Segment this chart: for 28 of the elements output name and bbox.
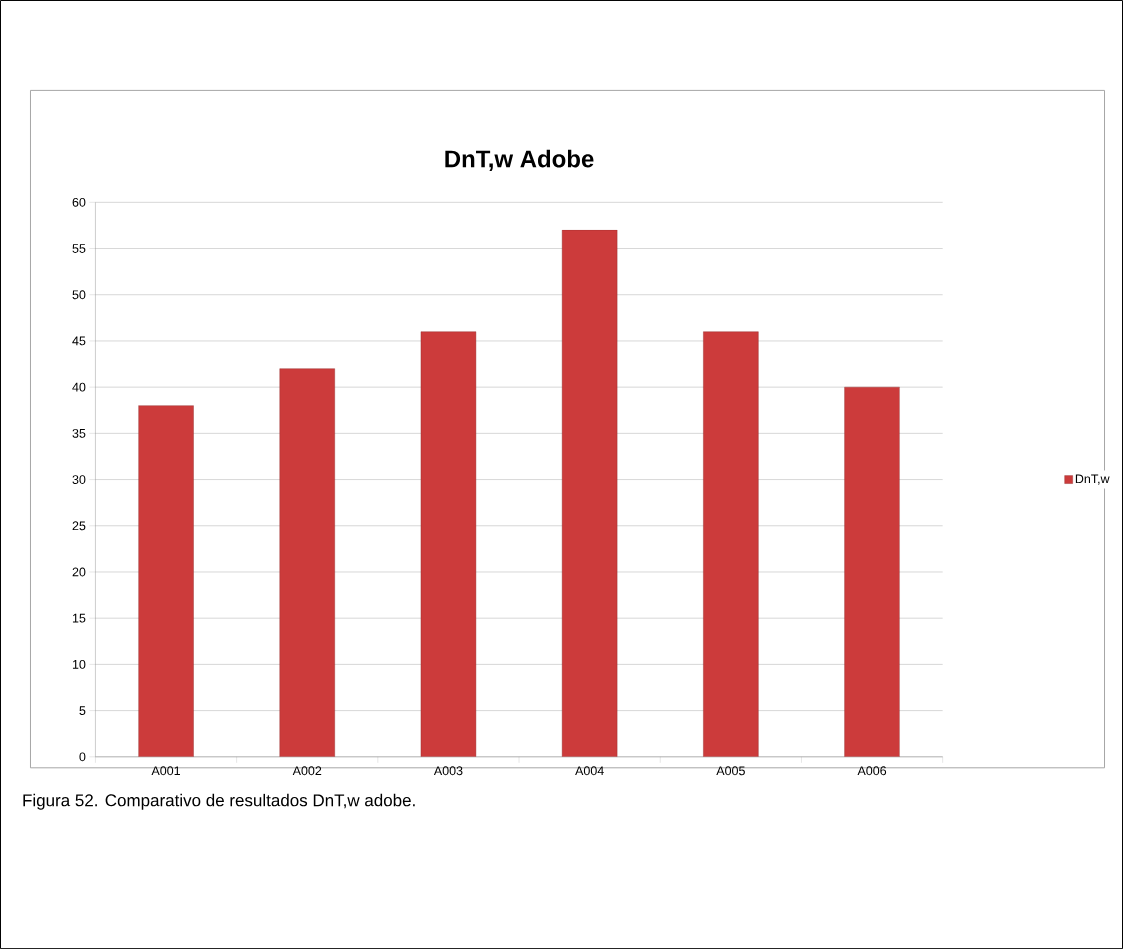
x-tick-label: A004 [575,766,604,776]
bar [844,386,900,757]
y-tick-label: 35 [72,428,86,438]
x-tick-label: A001 [151,766,180,776]
bar [138,405,194,757]
bar [561,229,618,757]
y-tick-label: 15 [72,613,86,623]
y-tick-label: 30 [72,475,86,484]
x-tick-label: A003 [433,766,463,776]
x-tick-label: A005 [716,766,745,776]
y-tick-label: 5 [79,706,86,715]
y-tick-label: 50 [72,290,86,300]
y-tick-label: 40 [72,382,86,392]
y-tick-label: 45 [72,336,86,346]
y-tick-label: 20 [72,567,86,577]
x-tick-label: A006 [857,766,887,776]
y-tick-label: 60 [72,197,86,207]
y-tick-label: 10 [72,659,86,669]
y-tick-label: 55 [72,244,86,253]
bar [703,331,759,757]
text: Figura 52. Comparativo de resultados DnT,w adobe. [23,793,415,810]
y-tick-label: 0 [79,752,86,762]
bar [420,331,477,757]
chart-title: DnT,w Adobe [445,149,594,171]
legend-label: DnT,w [1075,474,1110,485]
y-tick-label: 25 [72,521,86,531]
bar [279,368,335,757]
x-tick-label: A002 [292,766,322,776]
